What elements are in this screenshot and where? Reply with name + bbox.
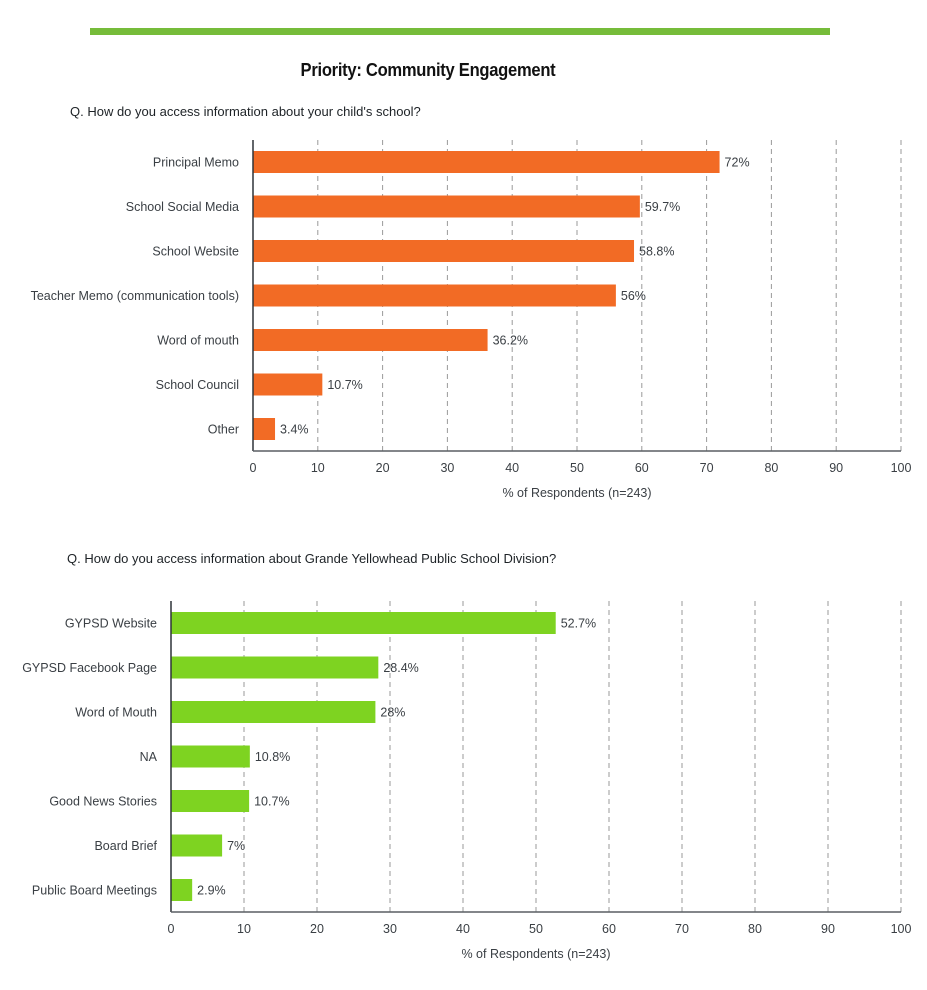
x-tick-label: 20 — [310, 922, 324, 936]
bar — [171, 612, 556, 634]
data-label: 28.4% — [383, 661, 418, 675]
x-tick-label: 60 — [635, 461, 649, 475]
data-label: 7% — [227, 839, 245, 853]
category-label: Word of Mouth — [75, 706, 157, 720]
category-label: School Social Media — [126, 200, 239, 214]
data-label: 52.7% — [561, 617, 596, 631]
category-label: GYPSD Website — [65, 617, 157, 631]
category-label: Public Board Meetings — [32, 884, 157, 898]
x-tick-label: 30 — [383, 922, 397, 936]
x-tick-label: 40 — [505, 461, 519, 475]
page-title: Priority: Community Engagement — [300, 60, 556, 80]
data-label: 58.8% — [639, 245, 674, 259]
category-label: GYPSD Facebook Page — [22, 661, 157, 675]
x-tick-label: 50 — [570, 461, 584, 475]
bar — [171, 745, 250, 768]
bar — [171, 879, 193, 901]
data-label: 36.2% — [493, 334, 528, 348]
category-label: Good News Stories — [49, 795, 157, 809]
x-tick-label: 80 — [748, 922, 762, 936]
data-label: 59.7% — [645, 200, 680, 214]
x-axis-title: % of Respondents (n=243) — [502, 486, 651, 500]
x-tick-label: 0 — [168, 922, 175, 936]
bar — [253, 240, 635, 262]
top-divider-bar — [90, 28, 830, 35]
data-label: 3.4% — [280, 423, 309, 437]
bar — [171, 656, 379, 679]
chart-2-question: Q. How do you access information about G… — [67, 551, 557, 566]
x-tick-label: 40 — [456, 922, 470, 936]
bar — [171, 834, 223, 857]
x-tick-label: 80 — [764, 461, 778, 475]
x-tick-label: 60 — [602, 922, 616, 936]
x-tick-label: 90 — [829, 461, 843, 475]
bar — [171, 701, 376, 723]
bar — [171, 790, 250, 812]
category-label: Principal Memo — [153, 156, 239, 170]
bar — [253, 373, 323, 396]
data-label: 2.9% — [197, 884, 226, 898]
x-tick-label: 10 — [311, 461, 325, 475]
bar — [253, 329, 488, 351]
category-label: School Council — [156, 378, 239, 392]
x-tick-label: 70 — [675, 922, 689, 936]
x-tick-label: 100 — [891, 461, 912, 475]
x-tick-label: 90 — [821, 922, 835, 936]
chart-school-info-sources: Principal Memo 72% School Social Media 59.7… — [31, 140, 912, 500]
data-label: 28% — [380, 706, 405, 720]
data-label: 56% — [621, 289, 646, 303]
bar — [253, 151, 720, 173]
bar — [253, 418, 276, 440]
category-label: Other — [208, 423, 239, 437]
category-label: School Website — [152, 245, 239, 259]
x-tick-label: 100 — [891, 922, 912, 936]
bar — [253, 284, 616, 307]
data-label: 10.7% — [327, 378, 362, 392]
category-label: Board Brief — [94, 839, 157, 853]
x-tick-label: 50 — [529, 922, 543, 936]
x-tick-label: 10 — [237, 922, 251, 936]
data-label: 10.7% — [254, 795, 289, 809]
category-label: Word of mouth — [157, 334, 239, 348]
x-tick-label: 70 — [700, 461, 714, 475]
category-label: NA — [140, 750, 158, 764]
x-tick-label: 0 — [250, 461, 257, 475]
x-tick-label: 30 — [440, 461, 454, 475]
x-axis-title: % of Respondents (n=243) — [461, 947, 610, 961]
chart-1-question: Q. How do you access information about y… — [70, 104, 421, 119]
category-label: Teacher Memo (communication tools) — [31, 289, 239, 303]
x-tick-label: 20 — [376, 461, 390, 475]
data-label: 10.8% — [255, 750, 290, 764]
data-label: 72% — [725, 156, 750, 170]
bar — [253, 195, 640, 218]
